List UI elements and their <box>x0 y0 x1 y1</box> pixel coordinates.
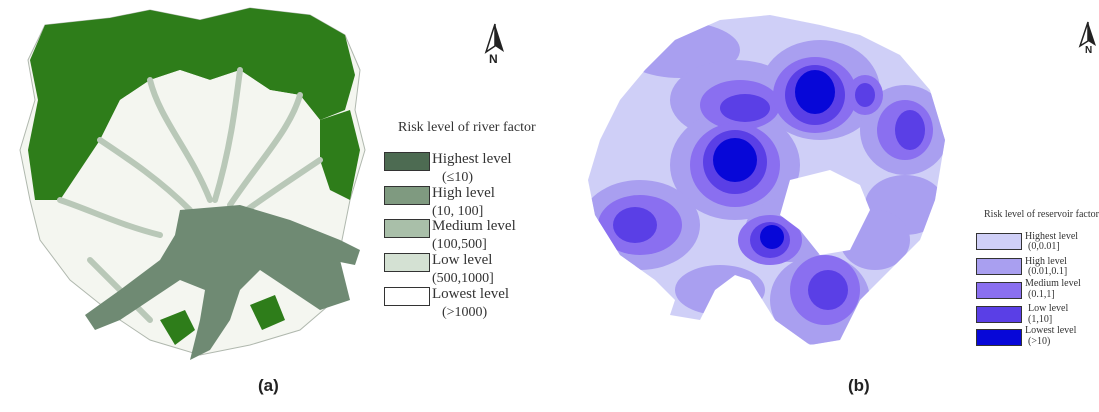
north-arrow-icon <box>1078 21 1096 48</box>
legend-swatch <box>976 306 1022 323</box>
north-label: N <box>1085 45 1093 56</box>
legend-swatch <box>384 219 430 238</box>
river-risk-map <box>19 7 366 360</box>
legend-swatch <box>976 329 1022 346</box>
forest-patch-south-2 <box>250 295 285 330</box>
main-river <box>85 205 350 360</box>
legend-swatch <box>384 152 430 171</box>
legend-label: Medium level <box>1025 278 1081 289</box>
legend-label: Medium level <box>432 218 516 234</box>
stream-network <box>57 67 323 323</box>
legend-range: (500,1000] <box>432 271 494 286</box>
bay-gap <box>780 170 870 255</box>
legend-swatch <box>384 287 430 306</box>
caption-b: (b) <box>848 376 870 395</box>
zone-lowest-level <box>713 70 835 249</box>
reservoir-risk-map <box>588 15 945 345</box>
forest-north <box>28 8 355 200</box>
caption-a: (a) <box>258 376 279 395</box>
legend-title: Risk level of river factor <box>398 120 536 135</box>
legend-swatch <box>976 258 1022 275</box>
legend-range: (0,0.01] <box>1028 241 1060 252</box>
legend-range: (0.1,1] <box>1028 289 1055 300</box>
legend-range: (1,10] <box>1028 314 1053 325</box>
legend-label: Lowest level <box>432 286 510 302</box>
legend-swatch <box>384 186 430 205</box>
legend-title: Risk level of reservoir factor <box>984 209 1099 220</box>
legend-label: Low level <box>432 252 493 268</box>
legend-label: Low level <box>1028 303 1069 314</box>
forest-east <box>320 110 360 200</box>
north-arrow-icon <box>484 23 504 54</box>
legend-range: (100,500] <box>432 237 487 252</box>
river-channel-east <box>290 220 360 265</box>
legend-range: (≤10) <box>442 170 474 185</box>
legend-swatch <box>976 282 1022 299</box>
north-label: N <box>489 52 498 66</box>
panel-a-river-risk-map: N Risk level of river factor Highest lev… <box>0 0 540 370</box>
legend-label: High level <box>432 185 495 201</box>
legend-label: Lowest level <box>1025 325 1077 336</box>
legend-swatch <box>384 253 430 272</box>
legend-range: (10, 100] <box>432 204 484 219</box>
legend-label: High level <box>1025 256 1067 267</box>
legend-range: (0.01,0.1] <box>1028 266 1068 277</box>
legend-range: (>1000) <box>442 305 488 320</box>
legend-label: Highest level <box>1025 231 1079 242</box>
legend-range: (>10) <box>1028 336 1051 347</box>
panel-b-reservoir-risk-map: N Risk level of reservoir factor Highest… <box>560 0 1099 370</box>
legend-swatch <box>976 233 1022 250</box>
forest-patch-south-1 <box>160 310 195 345</box>
legend-label: Highest level <box>432 151 512 167</box>
